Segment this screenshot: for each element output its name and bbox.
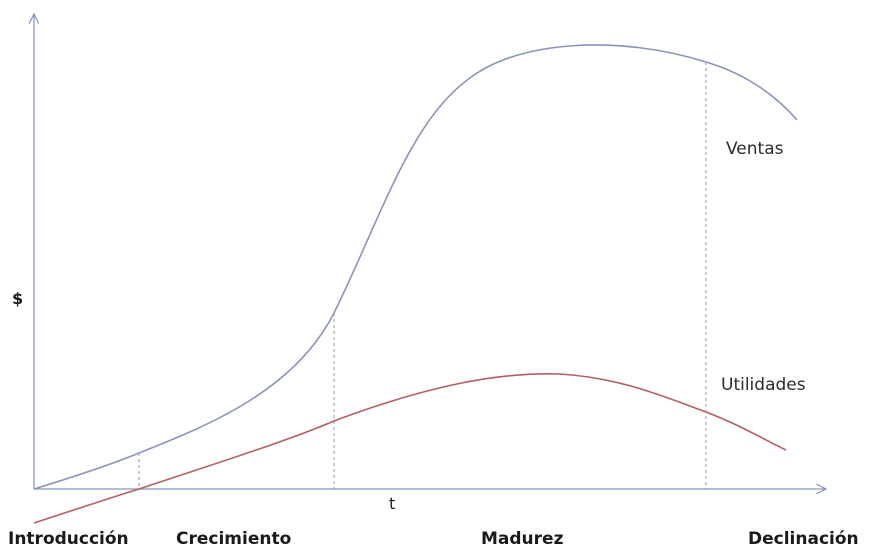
y-axis-label: $ (12, 289, 24, 308)
sales-curve (33, 44, 798, 490)
x-axis-label: t (389, 494, 396, 513)
stage-label-introduccion: Introducción (8, 529, 129, 549)
profit-label: Utilidades (721, 375, 806, 395)
profit-curve (33, 373, 787, 524)
sales-label: Ventas (726, 139, 784, 159)
stage-label-crecimiento: Crecimiento (176, 529, 292, 549)
stage-label-madurez: Madurez (481, 529, 564, 549)
stage-label-declinacion: Declinación (748, 529, 859, 549)
